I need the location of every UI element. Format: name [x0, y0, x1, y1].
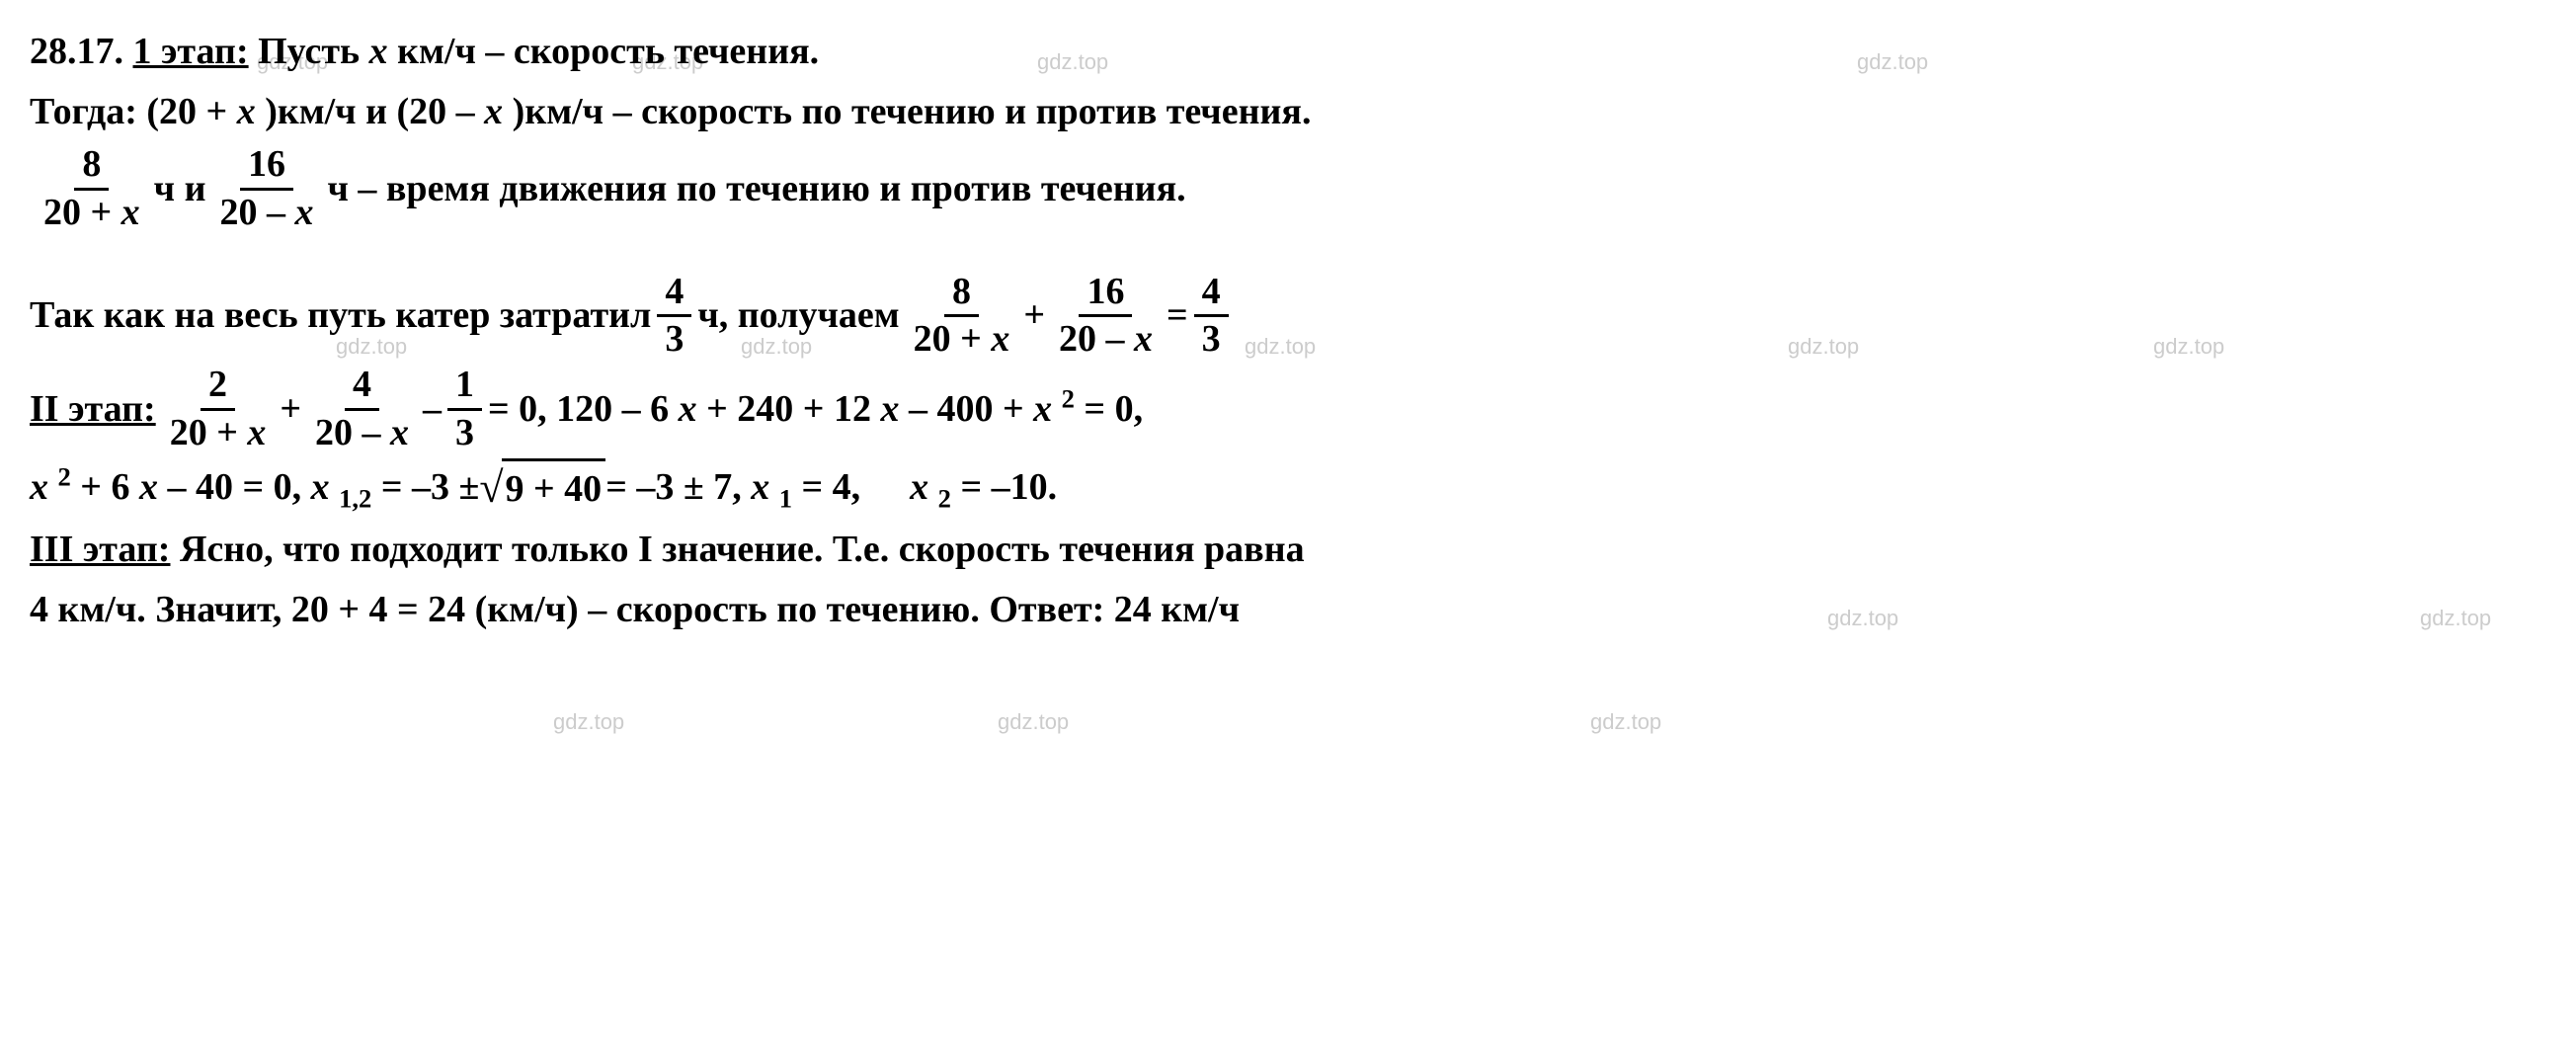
fraction: 2 20 + x	[162, 365, 275, 454]
text: ч, получаем	[697, 287, 899, 344]
text: = –3 ± 7,	[605, 466, 751, 508]
text: + 240 + 12	[706, 388, 871, 430]
denominator: 3	[447, 411, 482, 454]
line-2: Тогда: (20 + x )км/ч и (20 – x )км/ч – с…	[30, 84, 2546, 140]
denominator: 20 + x	[162, 411, 275, 454]
text: +	[280, 381, 301, 438]
denominator: 3	[657, 317, 691, 361]
line-1: 28.17. 1 этап: Пусть x км/ч – скорость т…	[30, 24, 2546, 80]
line-5: II этап: 2 20 + x + 4 20 – x – 1 3 = 0, …	[30, 365, 2546, 454]
text: – 40 = 0,	[167, 466, 310, 508]
variable-x: x	[311, 466, 330, 508]
numerator: 4	[1194, 272, 1229, 318]
subscript: 2	[938, 484, 951, 514]
problem-number: 28.17.	[30, 31, 123, 72]
line-3: 8 20 + x ч и 16 20 – x ч – время движени…	[30, 144, 2546, 234]
solution-text: 28.17. 1 этап: Пусть x км/ч – скорость т…	[30, 24, 2546, 638]
text: км/ч – скорость течения.	[397, 31, 819, 72]
text: – 400 +	[909, 388, 1033, 430]
watermark: gdz.top	[553, 705, 624, 738]
text: Тогда: (20 +	[30, 91, 237, 132]
line-8: 4 км/ч. Значит, 20 + 4 = 24 (км/ч) – ско…	[30, 582, 2546, 638]
numerator: 16	[1079, 272, 1132, 318]
numerator: 2	[201, 365, 235, 411]
text: Пусть	[258, 31, 369, 72]
variable-x: x	[1033, 388, 1052, 430]
numerator: 8	[74, 144, 109, 191]
square-root: √ 9 + 40	[479, 458, 605, 518]
exponent: 2	[58, 462, 71, 492]
variable-x: x	[30, 466, 48, 508]
text: )км/ч – скорость по течению и против теч…	[513, 91, 1312, 132]
denominator: 20 + x	[906, 317, 1018, 361]
radicand: 9 + 40	[502, 458, 606, 518]
subscript: 1,2	[339, 484, 371, 514]
radical-icon: √	[479, 466, 503, 510]
line-6: x 2 + 6 x – 40 = 0, x 1,2 = –3 ± √ 9 + 4…	[30, 458, 2546, 518]
text: = 4,	[802, 466, 861, 508]
variable-x: x	[751, 466, 769, 508]
denominator: 20 – x	[1051, 317, 1161, 361]
text: +	[1023, 287, 1045, 344]
fraction: 4 20 – x	[307, 365, 417, 454]
numerator: 1	[447, 365, 482, 411]
text: + 6	[80, 466, 129, 508]
text: = 0, 120 – 6	[488, 388, 669, 430]
exponent: 2	[1062, 383, 1075, 413]
text: Ясно, что подходит только I значение. Т.…	[180, 529, 1305, 570]
fraction: 8 20 + x	[36, 144, 148, 234]
text: ч и	[154, 161, 206, 217]
denominator: 20 – x	[211, 191, 321, 234]
denominator: 20 – x	[307, 411, 417, 454]
text: = –10.	[960, 466, 1057, 508]
variable-x: x	[880, 388, 899, 430]
text: Так как на весь путь катер затратил	[30, 287, 651, 344]
numerator: 4	[345, 365, 379, 411]
text: )км/ч и (20 –	[265, 91, 484, 132]
line-7: III этап: Ясно, что подходит только I зн…	[30, 522, 2546, 578]
fraction: 8 20 + x	[906, 272, 1018, 362]
subscript: 1	[779, 484, 792, 514]
denominator: 20 + x	[36, 191, 148, 234]
text: –	[423, 381, 442, 438]
text: ч – время движения по течению и против т…	[327, 161, 1185, 217]
numerator: 4	[657, 272, 691, 318]
variable-x: x	[369, 31, 388, 72]
text: = 0,	[1084, 388, 1143, 430]
variable-x: x	[679, 388, 697, 430]
stage2-label: II этап:	[30, 381, 156, 438]
stage1-label: 1 этап:	[133, 31, 249, 72]
text: = –3 ±	[381, 466, 480, 508]
variable-x: x	[139, 466, 158, 508]
text: 4 км/ч. Значит, 20 + 4 = 24 (км/ч) – ско…	[30, 582, 1240, 638]
line-4: Так как на весь путь катер затратил 4 3 …	[30, 272, 2546, 362]
watermark: gdz.top	[998, 705, 1069, 738]
fraction: 4 3	[657, 272, 691, 362]
variable-x: x	[237, 91, 256, 132]
numerator: 8	[944, 272, 979, 318]
denominator: 3	[1194, 317, 1229, 361]
watermark: gdz.top	[1590, 705, 1661, 738]
variable-x: x	[484, 91, 503, 132]
fraction: 1 3	[447, 365, 482, 454]
text: =	[1167, 287, 1188, 344]
fraction: 16 20 – x	[1051, 272, 1161, 362]
variable-x: x	[910, 466, 928, 508]
stage3-label: III этап:	[30, 529, 170, 570]
fraction: 16 20 – x	[211, 144, 321, 234]
fraction: 4 3	[1194, 272, 1229, 362]
numerator: 16	[240, 144, 293, 191]
